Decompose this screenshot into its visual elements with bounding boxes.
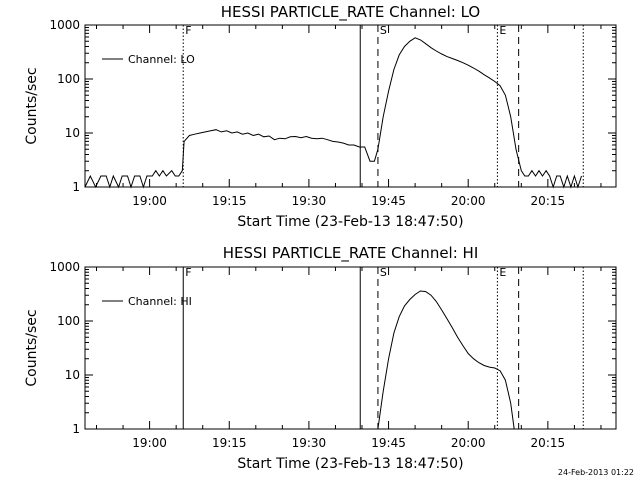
event-marker-label: F bbox=[185, 24, 191, 37]
y-tick-label: 10 bbox=[65, 368, 80, 382]
x-tick-label: 19:00 bbox=[132, 194, 167, 208]
data-series-line bbox=[84, 37, 582, 189]
x-axis-label: Start Time (23-Feb-13 18:47:50) bbox=[237, 214, 463, 230]
plot-timestamp: 24-Feb-2013 01:22 bbox=[558, 468, 634, 477]
y-tick-label: 100 bbox=[57, 72, 80, 86]
chart-panel-2: HESSI PARTICLE_RATE Channel: HI Start Tim… bbox=[24, 244, 617, 472]
legend-entry: Channel: HI bbox=[128, 295, 192, 308]
y-axis-label: Counts/sec bbox=[24, 309, 40, 386]
y-tick-label: 1000 bbox=[49, 18, 80, 32]
x-axis-label: Start Time (23-Feb-13 18:47:50) bbox=[237, 456, 463, 472]
event-marker-label: E bbox=[499, 24, 506, 37]
x-tick-label: 19:30 bbox=[292, 436, 327, 450]
y-tick-label: 100 bbox=[57, 314, 80, 328]
event-marker-label: E bbox=[499, 266, 506, 279]
x-tick-label: 19:30 bbox=[292, 194, 327, 208]
x-tick-label: 20:00 bbox=[451, 436, 486, 450]
x-tick-label: 19:15 bbox=[212, 194, 247, 208]
event-marker-label: S bbox=[380, 24, 387, 37]
y-tick-label: 1 bbox=[72, 180, 80, 194]
event-marker-label: S bbox=[380, 266, 387, 279]
y-tick-label: 10 bbox=[65, 126, 80, 140]
y-tick-label: 1000 bbox=[49, 260, 80, 274]
y-axis-label: Counts/sec bbox=[24, 67, 40, 144]
event-marker-label: F bbox=[185, 266, 191, 279]
y-tick-label: 1 bbox=[72, 422, 80, 436]
x-tick-label: 19:45 bbox=[371, 436, 406, 450]
chart-panel-1: HESSI PARTICLE_RATE Channel: LO Start Tim… bbox=[24, 3, 617, 230]
x-tick-label: 20:15 bbox=[531, 436, 566, 450]
x-tick-label: 19:00 bbox=[132, 436, 167, 450]
x-tick-label: 20:00 bbox=[451, 194, 486, 208]
x-tick-label: 19:15 bbox=[212, 436, 247, 450]
data-series-line bbox=[377, 290, 515, 430]
plot-frame bbox=[84, 24, 617, 188]
x-tick-label: 20:15 bbox=[531, 194, 566, 208]
plot-frame bbox=[84, 266, 617, 430]
legend-entry: Channel: LO bbox=[128, 53, 195, 66]
x-tick-label: 19:45 bbox=[371, 194, 406, 208]
chart-title: HESSI PARTICLE_RATE Channel: LO bbox=[221, 3, 480, 22]
chart-title: HESSI PARTICLE_RATE Channel: HI bbox=[223, 244, 479, 263]
